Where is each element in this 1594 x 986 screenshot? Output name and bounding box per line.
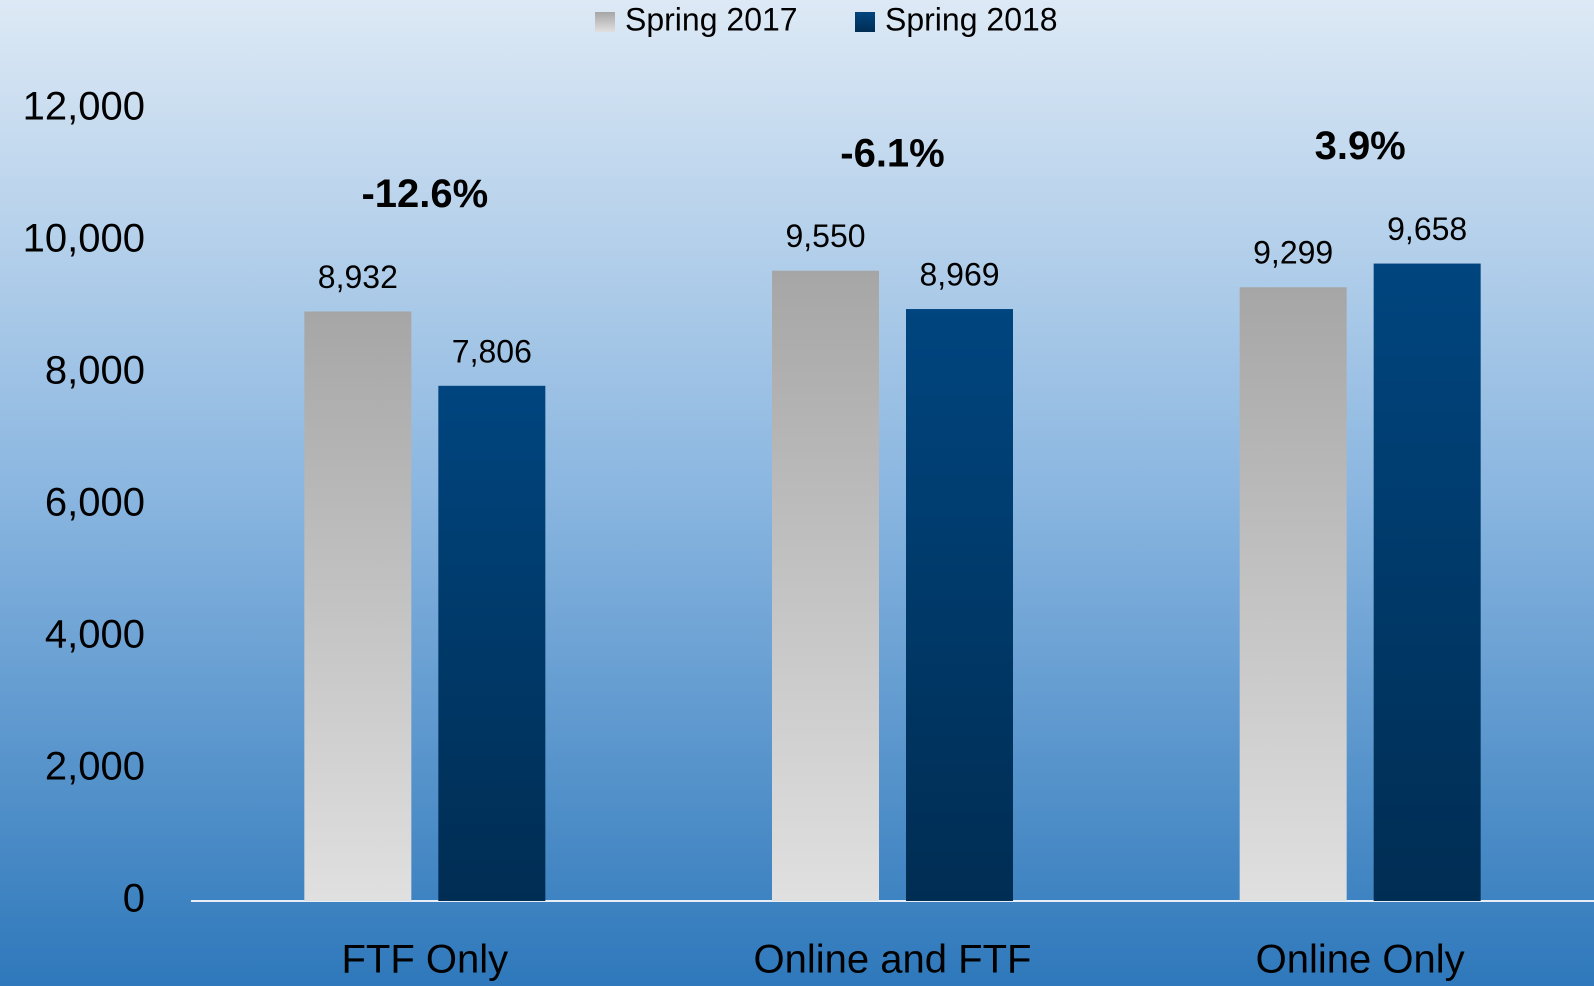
bar: [438, 386, 545, 901]
y-tick-label: 8,000: [45, 349, 145, 393]
data-label: 9,658: [1387, 211, 1467, 247]
bar: [906, 309, 1013, 901]
legend-swatch: [855, 12, 875, 32]
data-label: 8,969: [919, 256, 999, 292]
y-tick-label: 4,000: [45, 613, 145, 657]
legend-label: Spring 2018: [885, 1, 1058, 37]
legend-swatch: [595, 12, 615, 32]
data-label: 9,550: [785, 218, 865, 254]
y-tick-label: 6,000: [45, 481, 145, 525]
annotation: 3.9%: [1315, 124, 1406, 168]
bar: [1240, 287, 1347, 901]
y-tick-label: 10,000: [23, 217, 145, 261]
bar: [304, 311, 411, 901]
y-tick-label: 2,000: [45, 745, 145, 789]
x-tick-label: FTF Only: [341, 938, 508, 982]
page: {"chart_data": {"type": "bar", "categori…: [0, 0, 1594, 986]
data-label: 9,299: [1253, 235, 1333, 271]
data-label: 7,806: [452, 333, 532, 369]
y-tick-label: 12,000: [23, 85, 145, 129]
legend-label: Spring 2017: [625, 1, 798, 37]
bar: [1374, 264, 1481, 901]
chart: 0 2,000 4,000 6,000 8,000 10,000 12,000 FTF Onl…: [0, 0, 1594, 986]
annotation: -12.6%: [361, 172, 488, 216]
annotation: -6.1%: [840, 131, 945, 175]
y-tick-label: 0: [123, 877, 145, 921]
x-tick-label: Online Only: [1256, 938, 1465, 982]
data-label: 8,932: [318, 259, 398, 295]
x-tick-label: Online and FTF: [754, 938, 1032, 982]
bar: [772, 271, 879, 901]
